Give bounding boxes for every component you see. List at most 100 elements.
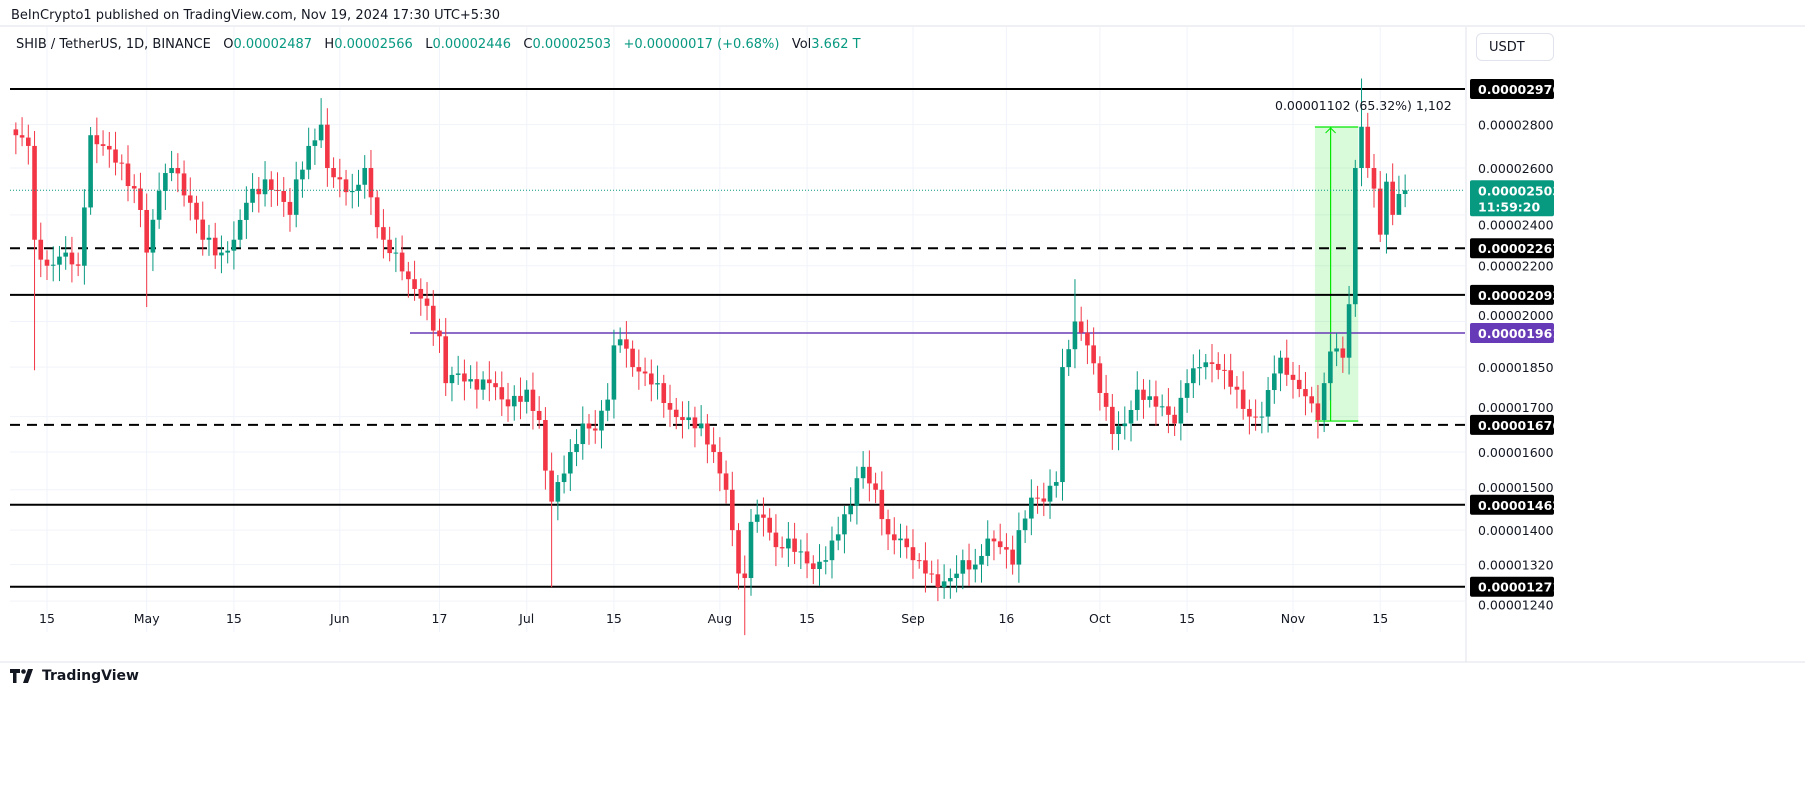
candle-up: [1359, 126, 1364, 169]
price-level-tag-label: 0.00002976: [1478, 82, 1561, 97]
candle-down: [131, 186, 137, 189]
volume-label: Vol: [791, 37, 812, 52]
candle-down: [493, 383, 498, 388]
candle-down: [69, 252, 75, 265]
candle-up: [1402, 190, 1408, 195]
candle-down: [873, 483, 878, 490]
candle-up: [1016, 530, 1022, 565]
candle-up: [829, 540, 835, 561]
candle-down: [779, 547, 785, 549]
candle-down: [125, 163, 131, 187]
candle-down: [187, 195, 193, 203]
candle-down: [368, 168, 374, 198]
symbol-title[interactable]: SHIB / TetherUS, 1D, BINANCE: [16, 37, 211, 52]
candle-up: [835, 534, 841, 541]
price-tick-label: 0.00001700: [1478, 400, 1554, 415]
candle-down: [1315, 403, 1321, 421]
candle-up: [1278, 357, 1283, 374]
candle-down: [343, 179, 349, 193]
candle-down: [1209, 362, 1215, 364]
open-value: 0.00002487: [233, 37, 313, 52]
candle-down: [1004, 547, 1009, 550]
candle-up: [250, 188, 255, 203]
countdown-label: 11:59:20: [1478, 199, 1540, 214]
candle-down: [44, 259, 50, 266]
candle-down: [499, 387, 505, 400]
price-level-tag-label: 0.00001271: [1478, 580, 1561, 595]
candle-down: [1153, 396, 1159, 407]
candle-up: [1029, 497, 1034, 519]
candle-up: [219, 252, 224, 256]
candle-up: [655, 383, 660, 385]
price-tick-label: 0.00001600: [1478, 445, 1554, 460]
candle-down: [730, 489, 735, 531]
currency-button[interactable]: USDT: [1476, 33, 1554, 61]
candle-up: [1122, 423, 1128, 427]
candle-down: [1253, 416, 1258, 418]
candle-up: [57, 256, 62, 265]
measure-arrow-head-icon: [1325, 127, 1336, 134]
candle-down: [1085, 332, 1090, 346]
price-tick-label: 0.00002200: [1478, 259, 1554, 274]
candle-up: [1134, 389, 1140, 410]
candle-down: [692, 417, 698, 429]
candle-up: [1265, 390, 1271, 417]
candle-up: [163, 173, 168, 191]
candle-down: [1365, 126, 1371, 169]
candle-down: [530, 389, 536, 411]
time-tick-label: 15: [226, 611, 242, 626]
candle-down: [430, 305, 436, 331]
candle-down: [723, 473, 729, 490]
price-tick-label: 0.00002600: [1478, 161, 1554, 176]
candle-up: [854, 478, 860, 506]
candle-up: [898, 538, 903, 541]
candle-up: [206, 237, 212, 240]
candle-up: [1178, 397, 1184, 424]
candle-up: [455, 373, 461, 375]
candle-up: [848, 505, 853, 515]
candle-up: [468, 379, 473, 382]
candle-up: [88, 135, 93, 208]
price-level-tag-label: 0.00002267: [1478, 241, 1561, 256]
candle-up: [1128, 409, 1134, 424]
low-label: L: [425, 37, 433, 52]
candle-down: [406, 271, 411, 280]
candle-down: [661, 383, 667, 404]
candle-down: [923, 560, 928, 574]
price-level-tag-label: 0.00002093: [1478, 288, 1561, 303]
candle-down: [144, 209, 149, 253]
candle-down: [1234, 386, 1240, 390]
candle-down: [1097, 363, 1103, 393]
time-tick-label: Jun: [329, 611, 350, 626]
candle-up: [244, 202, 249, 220]
candle-down: [1377, 188, 1383, 235]
candle-down: [736, 530, 741, 574]
high-label: H: [324, 37, 335, 52]
published-caption: BeInCrypto1 published on TradingView.com…: [11, 8, 500, 23]
candle-up: [860, 466, 866, 479]
candle-down: [1041, 498, 1047, 502]
time-tick-label: Aug: [708, 611, 732, 626]
candle-down: [462, 373, 467, 382]
candle-up: [686, 417, 691, 421]
candle-up: [1191, 368, 1196, 384]
time-tick-label: 15: [606, 611, 622, 626]
candle-down: [592, 428, 598, 431]
candle-down: [175, 168, 181, 174]
chart-frame: [0, 25, 1805, 767]
candle-up: [1353, 168, 1358, 305]
candle-up: [63, 252, 68, 257]
measure-range-box: [1314, 126, 1359, 422]
candle-down: [1296, 379, 1302, 390]
candle-up: [1184, 383, 1190, 398]
candle-down: [536, 410, 542, 421]
candle-up: [698, 423, 704, 429]
candle-up: [1060, 367, 1065, 483]
candle-down: [991, 538, 997, 542]
time-tick-label: 15: [1372, 611, 1388, 626]
candle-down: [642, 371, 648, 374]
price-level-tag: [1470, 414, 1554, 435]
price-tick-label: 0.00001500: [1478, 480, 1554, 495]
candle-down: [38, 239, 44, 260]
